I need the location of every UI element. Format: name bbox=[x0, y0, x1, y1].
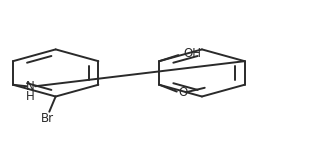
Text: Br: Br bbox=[41, 112, 54, 126]
Text: H: H bbox=[26, 90, 35, 103]
Text: OH: OH bbox=[183, 47, 201, 60]
Text: N: N bbox=[26, 80, 35, 93]
Text: O: O bbox=[178, 86, 188, 99]
